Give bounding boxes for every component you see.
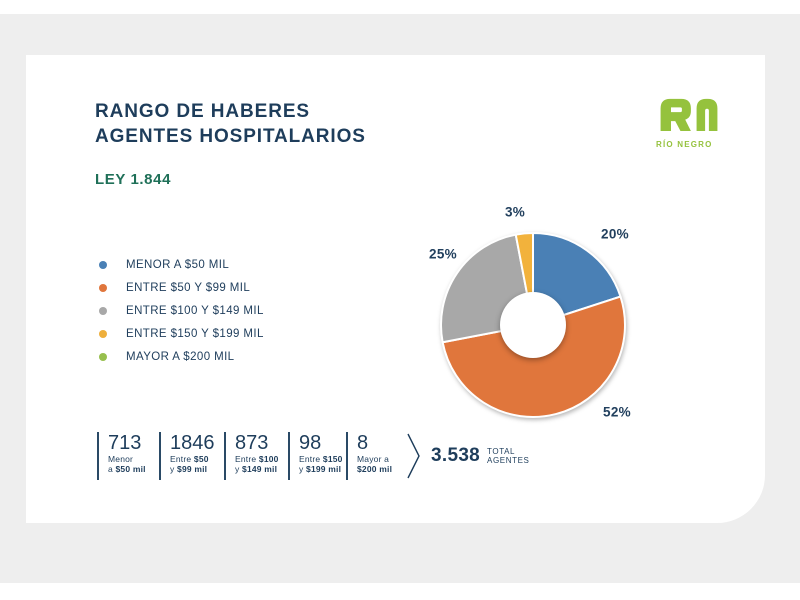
stat-label-line: a $50 mil (108, 464, 146, 474)
page-title-line2: AGENTES HOSPITALARIOS (95, 126, 366, 148)
stat-label-line: y $99 mil (170, 464, 208, 474)
stat-label-line: y $149 mil (235, 464, 278, 474)
stat-label-line: Menor (108, 454, 134, 464)
stat-value: 98 (299, 432, 322, 454)
law-subtitle: LEY 1.844 (95, 171, 172, 188)
legend-dot-icon (99, 260, 107, 269)
stat-value: 713 (108, 432, 142, 454)
legend-dot-icon (99, 283, 107, 292)
legend-dot-icon (99, 329, 107, 338)
stat-item-3: 98 Entre $150 y $199 mil (288, 432, 346, 480)
legend-item-label: MENOR A $50 MIL (126, 258, 230, 271)
page-title-line1: RANGO DE HABERES (95, 101, 310, 122)
total-agents-label: TOTAL AGENTES (487, 446, 530, 466)
slice-pct-label-3: 3% (504, 204, 526, 220)
legend-item-4: MAYOR A $200 MIL (99, 345, 264, 368)
rio-negro-logo-icon (660, 98, 718, 132)
page-title: RANGO DE HABERES AGENTES HOSPITALARIOS (95, 99, 366, 149)
legend-item-label: ENTRE $50 Y $99 MIL (126, 281, 251, 294)
legend-item-label: MAYOR A $200 MIL (126, 350, 235, 363)
donut-chart-area: 20% 52% 25% 3% (385, 195, 655, 455)
donut-chart (440, 232, 626, 418)
stat-item-1: 1846 Entre $50 y $99 mil (159, 432, 224, 480)
stat-item-4: 8 Mayor a $200 mil (346, 432, 398, 480)
stat-label-line: y $199 mil (299, 464, 342, 474)
legend-item-1: ENTRE $50 Y $99 MIL (99, 276, 264, 299)
total-agents-value: 3.538 (431, 445, 481, 466)
stat-label-line: $200 mil (357, 464, 393, 474)
stat-value: 8 (357, 432, 369, 454)
legend-item-label: ENTRE $100 Y $149 MIL (126, 304, 264, 317)
rio-negro-logo-text: RÍO NEGRO (656, 140, 713, 149)
stat-item-2: 873 Entre $100 y $149 mil (224, 432, 288, 480)
legend-dot-icon (99, 352, 107, 361)
legend-item-2: ENTRE $100 Y $149 MIL (99, 299, 264, 322)
stat-label-line: Mayor a (357, 454, 390, 464)
rio-negro-logo: RÍO NEGRO (656, 96, 726, 149)
legend-item-0: MENOR A $50 MIL (99, 253, 264, 276)
stat-item-0: 713 Menor a $50 mil (97, 432, 159, 480)
stat-label-line: Entre $150 (299, 454, 343, 464)
slice-pct-label-1: 52% (603, 404, 631, 420)
stat-value: 873 (235, 432, 269, 454)
legend-item-label: ENTRE $150 Y $199 MIL (126, 327, 264, 340)
total-bracket-icon (407, 433, 420, 479)
legend-dot-icon (99, 306, 107, 315)
stat-label-line: Entre $100 (235, 454, 279, 464)
stat-value: 1846 (170, 432, 215, 454)
legend-item-3: ENTRE $150 Y $199 MIL (99, 322, 264, 345)
total-group: 3.538 TOTAL AGENTES (406, 432, 529, 480)
slide-background: RANGO DE HABERES AGENTES HOSPITALARIOS L… (0, 14, 800, 583)
chart-legend: MENOR A $50 MIL ENTRE $50 Y $99 MIL ENTRE … (99, 253, 264, 368)
stats-row: 713 Menor a $50 mil 1846 Entre $50 y $99 mil 8… (97, 432, 529, 480)
slice-pct-label-2: 25% (429, 246, 457, 262)
stat-label-line: Entre $50 (170, 454, 209, 464)
donut-hole (500, 292, 566, 358)
slide-card: RANGO DE HABERES AGENTES HOSPITALARIOS L… (26, 55, 765, 523)
slice-pct-label-0: 20% (601, 226, 629, 242)
